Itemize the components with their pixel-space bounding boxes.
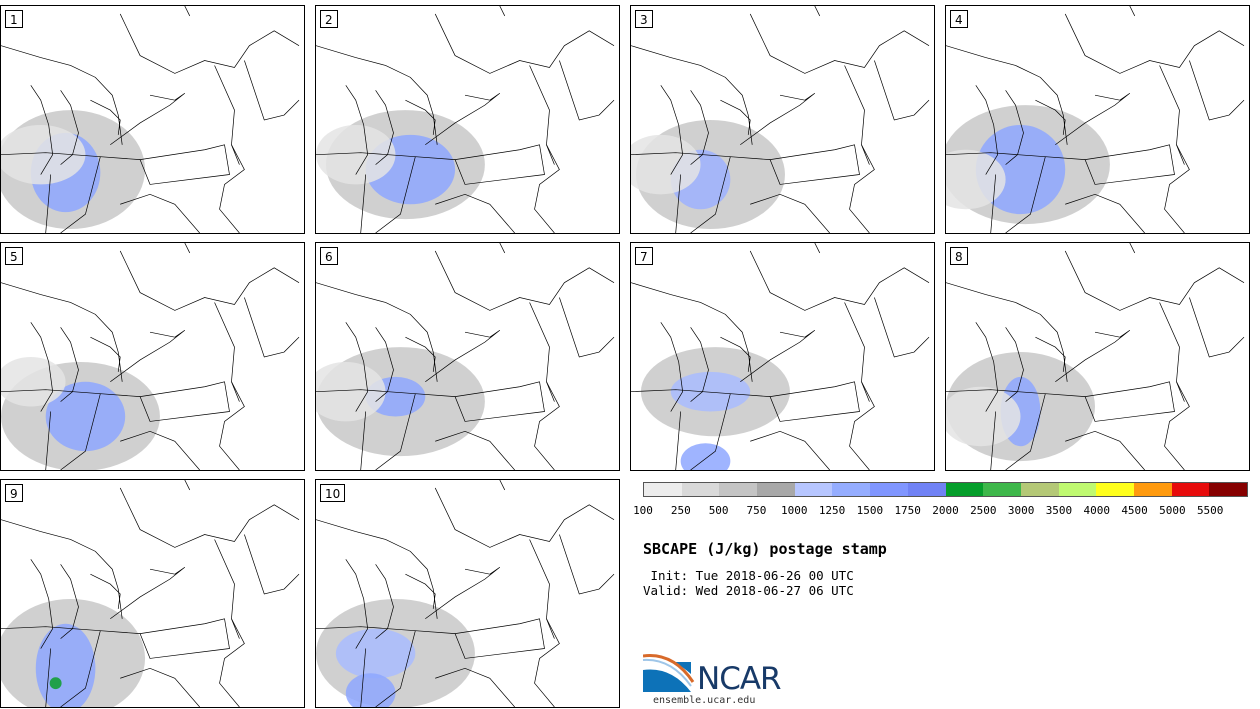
panel-number: 10 <box>320 484 346 502</box>
map-image <box>946 243 1245 470</box>
panel-number: 4 <box>950 10 968 28</box>
colorbar-tick-label: 5500 <box>1196 504 1224 517</box>
colorbar-swatch <box>1209 483 1247 496</box>
colorbar-swatch <box>719 483 758 496</box>
colorbar-tick-label: 750 <box>746 504 767 517</box>
colorbar-swatch <box>1171 483 1210 496</box>
map-image <box>631 243 930 470</box>
colorbar-tick-label: 1500 <box>856 504 884 517</box>
colorbar-swatch <box>794 483 833 496</box>
panel-number: 6 <box>320 247 338 265</box>
colorbar-swatch <box>907 483 946 496</box>
panel-number: 9 <box>5 484 23 502</box>
colorbar-swatch <box>1020 483 1059 496</box>
map-panel: 2 <box>315 5 620 234</box>
map-image <box>316 243 615 470</box>
panel-number: 8 <box>950 247 968 265</box>
colorbar-tick-label: 1250 <box>818 504 846 517</box>
colorbar-tick-label: 4000 <box>1083 504 1111 517</box>
map-image <box>1 243 300 470</box>
map-panel: 6 <box>315 242 620 471</box>
colorbar <box>643 482 1248 497</box>
map-image <box>631 6 930 233</box>
colorbar-tick-label: 250 <box>670 504 691 517</box>
map-panel: 1 <box>0 5 305 234</box>
panel-number: 3 <box>635 10 653 28</box>
colorbar-swatch <box>1058 483 1097 496</box>
panel-number: 7 <box>635 247 653 265</box>
colorbar-tick-label: 500 <box>708 504 729 517</box>
panel-number: 1 <box>5 10 23 28</box>
map-panel: 5 <box>0 242 305 471</box>
map-panel: 10 <box>315 479 620 708</box>
map-panel: 4 <box>945 5 1250 234</box>
map-panel: 3 <box>630 5 935 234</box>
valid-time: Valid: Wed 2018-06-27 06 UTC <box>643 583 854 598</box>
map-image <box>946 6 1245 233</box>
colorbar-swatch <box>945 483 984 496</box>
colorbar-swatch <box>681 483 720 496</box>
map-image <box>316 6 615 233</box>
colorbar-tick-label: 1000 <box>781 504 808 517</box>
ncar-logo-icon <box>643 654 695 692</box>
map-image <box>316 480 615 707</box>
colorbar-swatch <box>644 483 682 496</box>
colorbar-swatch <box>832 483 871 496</box>
ncar-logo-text: NCAR <box>697 661 782 697</box>
colorbar-tick-label: 3000 <box>1007 504 1035 517</box>
colorbar-swatch <box>1133 483 1172 496</box>
map-panel: 9 <box>0 479 305 708</box>
colorbar-tick-label: 2500 <box>970 504 997 517</box>
colorbar-swatch <box>983 483 1021 496</box>
map-panel: 7 <box>630 242 935 471</box>
colorbar-swatch <box>757 483 795 496</box>
colorbar-tick-label: 1750 <box>894 504 921 517</box>
plot-title: SBCAPE (J/kg) postage stamp <box>643 540 887 558</box>
colorbar-tick-label: 5000 <box>1159 504 1186 517</box>
map-image <box>1 6 300 233</box>
panel-number: 2 <box>320 10 338 28</box>
colorbar-swatch <box>870 483 908 496</box>
map-image <box>1 480 300 707</box>
colorbar-swatch <box>1096 483 1134 496</box>
colorbar-tick-label: 3500 <box>1045 504 1073 517</box>
website-url: ensemble.ucar.edu <box>653 695 756 706</box>
map-panel: 8 <box>945 242 1250 471</box>
panel-number: 5 <box>5 247 23 265</box>
colorbar-tick-label: 2000 <box>932 504 959 517</box>
colorbar-tick-label: 100 <box>633 504 653 517</box>
colorbar-tick-label: 4500 <box>1121 504 1148 517</box>
init-time: Init: Tue 2018-06-26 00 UTC <box>643 568 854 583</box>
